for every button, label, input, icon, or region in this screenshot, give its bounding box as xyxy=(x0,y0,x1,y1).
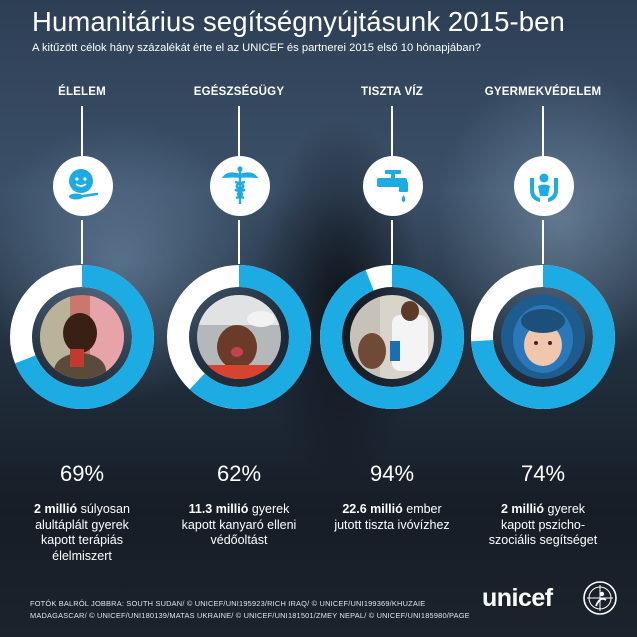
icon-badge xyxy=(363,156,423,216)
photo-people-water xyxy=(350,295,434,379)
donut-chart xyxy=(10,265,154,409)
baby-spoon-icon xyxy=(69,169,99,200)
connector-line xyxy=(81,220,83,264)
column-heading: TISZTA VÍZ xyxy=(360,86,424,98)
desc-text: ember xyxy=(402,502,442,516)
desc-highlight: 11.3 millió xyxy=(188,502,249,516)
column-food: ÉLELEM xyxy=(7,0,157,637)
column-heading: EGÉSZSÉGÜGY xyxy=(193,86,285,98)
connector-line xyxy=(238,106,240,156)
percent-label: 94% xyxy=(369,461,415,486)
photo-child-protection xyxy=(501,295,585,379)
page-title: Humanitárius segítségnyújtásunk 2015-ben xyxy=(32,6,565,37)
connector-line xyxy=(238,220,240,264)
icon-badge xyxy=(210,156,270,216)
photo-child-food xyxy=(40,295,124,379)
unicef-emblem-icon xyxy=(583,581,617,615)
desc-line: szociális segítséget xyxy=(488,533,598,547)
donut-arc-food xyxy=(10,265,154,409)
credits-line: FOTÓK BALRÓL JOBBRA: SOUTH SUDAN/ © UNIC… xyxy=(30,599,426,608)
connector-line xyxy=(391,220,393,264)
connector-line xyxy=(542,220,544,264)
desc-line: élelmiszert xyxy=(52,548,112,563)
donut-arc-water xyxy=(320,265,464,409)
column-water: TISZTA VÍZ 94% xyxy=(317,0,467,637)
icon-badge xyxy=(53,156,113,216)
column-heading: GYERMEKVÉDELEM xyxy=(484,86,602,98)
donut-chart xyxy=(167,265,311,409)
donut-arc-child-protection xyxy=(471,265,615,409)
donut-chart xyxy=(320,265,464,409)
connector-line xyxy=(391,106,393,156)
column-description: 11.3 millió gyerek kapott kanyaró elleni… xyxy=(164,502,314,549)
column-description: 22.6 millió ember jutott tiszta ivóvízhe… xyxy=(317,502,467,533)
percent-label: 74% xyxy=(520,461,566,486)
desc-line: kapott terápiás xyxy=(41,533,123,547)
desc-line: alultáplált gyerek xyxy=(35,517,129,532)
connector-line xyxy=(81,106,83,156)
desc-line: védőoltást xyxy=(210,533,268,547)
credits-line: MADAGASCAR/ © UNICEF/UNI180139/MATAS UKR… xyxy=(30,611,470,620)
water-tap-icon xyxy=(377,170,408,202)
icon-badge xyxy=(514,156,574,216)
donut-arc-health xyxy=(167,265,311,409)
desc-highlight: 2 millió xyxy=(500,502,545,516)
unicef-logo: unicef xyxy=(482,580,622,620)
caduceus-icon xyxy=(222,166,258,204)
desc-text: súlyosan xyxy=(77,502,130,516)
column-child-protection: GYERMEKVÉDELEM 74% xyxy=(468,0,618,637)
logo-wordmark: unicef xyxy=(482,584,553,612)
desc-highlight: 22.6 millió xyxy=(342,502,403,516)
column-health: EGÉSZSÉGÜGY 62% xyxy=(164,0,314,637)
desc-line: kapott pszicho- xyxy=(500,517,586,532)
desc-highlight: 2 millió xyxy=(34,502,78,516)
photo-child-vaccination xyxy=(197,295,281,379)
desc-text: gyerek xyxy=(248,502,290,516)
column-heading: ÉLELEM xyxy=(58,86,106,98)
donut-chart xyxy=(471,265,615,409)
desc-line: kapott kanyaró elleni xyxy=(181,517,297,532)
child-protection-icon xyxy=(530,173,558,202)
percent-label: 69% xyxy=(59,461,105,486)
connector-line xyxy=(542,106,544,156)
column-description: 2 millió súlyosan alultáplált gyerek kap… xyxy=(7,502,157,564)
desc-line: jutott tiszta ivóvízhez xyxy=(334,517,450,532)
photo-credits: FOTÓK BALRÓL JOBBRA: SOUTH SUDAN/ © UNIC… xyxy=(30,598,500,622)
percent-label: 62% xyxy=(216,461,262,486)
page-subtitle: A kitűzött célok hány százalékát érte el… xyxy=(32,42,482,54)
column-description: 2 millió gyerek kapott pszicho- szociáli… xyxy=(468,502,618,549)
desc-text: gyerek xyxy=(544,502,586,516)
